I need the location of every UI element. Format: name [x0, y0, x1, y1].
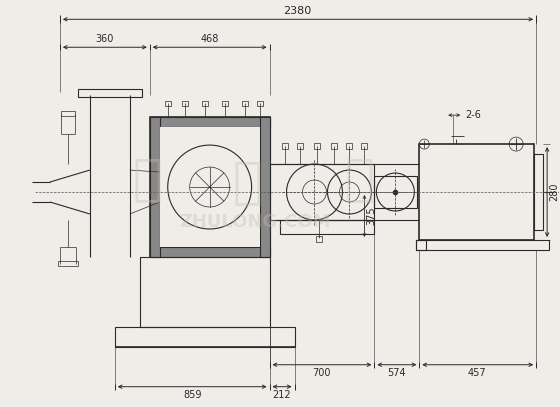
Bar [150, 247, 269, 257]
Bar [222, 101, 227, 106]
Text: 筑: 筑 [133, 155, 163, 203]
Text: 457: 457 [468, 368, 487, 378]
Text: 468: 468 [200, 34, 219, 44]
Bar [160, 127, 260, 247]
Bar [140, 257, 269, 327]
Bar [416, 240, 549, 250]
Bar [241, 101, 248, 106]
Text: 2380: 2380 [283, 6, 312, 16]
Bar [150, 117, 160, 257]
Text: 574: 574 [387, 368, 405, 378]
Bar [256, 101, 263, 106]
Bar [150, 117, 269, 257]
Text: 212: 212 [273, 389, 291, 400]
Bar [269, 164, 375, 220]
Bar [279, 220, 375, 234]
Bar [58, 261, 78, 266]
Bar [534, 154, 543, 230]
Bar [375, 176, 417, 208]
Text: 360: 360 [96, 34, 114, 44]
Bar [316, 236, 323, 242]
Bar [419, 144, 534, 240]
Bar [347, 143, 352, 149]
Bar [115, 327, 295, 347]
Bar [260, 117, 269, 257]
Bar [416, 240, 426, 250]
Text: 700: 700 [312, 368, 331, 378]
Text: 龙: 龙 [232, 158, 263, 206]
Bar [315, 143, 320, 149]
Bar [361, 143, 367, 149]
Bar [78, 89, 142, 97]
Bar [150, 117, 269, 127]
Text: ZHULONG.COM: ZHULONG.COM [179, 213, 330, 231]
Bar [297, 143, 302, 149]
Text: 280: 280 [549, 183, 559, 201]
Bar [181, 101, 188, 106]
Bar [165, 101, 171, 106]
Bar [202, 101, 208, 106]
Text: 859: 859 [183, 389, 202, 400]
Text: 网: 网 [344, 155, 375, 203]
Bar [61, 111, 75, 116]
Bar [332, 143, 338, 149]
Text: 375: 375 [366, 207, 376, 225]
Bar [282, 143, 287, 149]
Text: 2-6: 2-6 [465, 110, 481, 120]
